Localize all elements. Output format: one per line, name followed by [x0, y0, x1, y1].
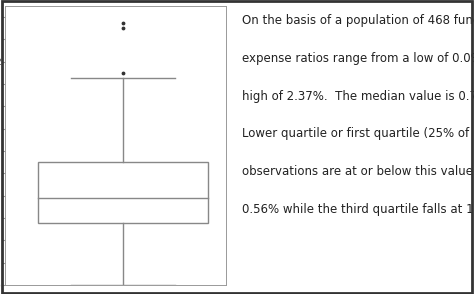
Text: high of 2.37%.  The median value is 0.78%.: high of 2.37%. The median value is 0.78%… [242, 90, 474, 103]
FancyBboxPatch shape [38, 162, 208, 223]
Text: On the basis of a population of 468 funds,: On the basis of a population of 468 fund… [242, 14, 474, 27]
Text: observations are at or below this value) is: observations are at or below this value)… [242, 165, 474, 178]
Text: Lower quartile or first quartile (25% of: Lower quartile or first quartile (25% of [242, 127, 469, 140]
Text: 0.56% while the third quartile falls at 1.1.: 0.56% while the third quartile falls at … [242, 203, 474, 216]
Text: expense ratios range from a low of 0.0% to a: expense ratios range from a low of 0.0% … [242, 52, 474, 65]
